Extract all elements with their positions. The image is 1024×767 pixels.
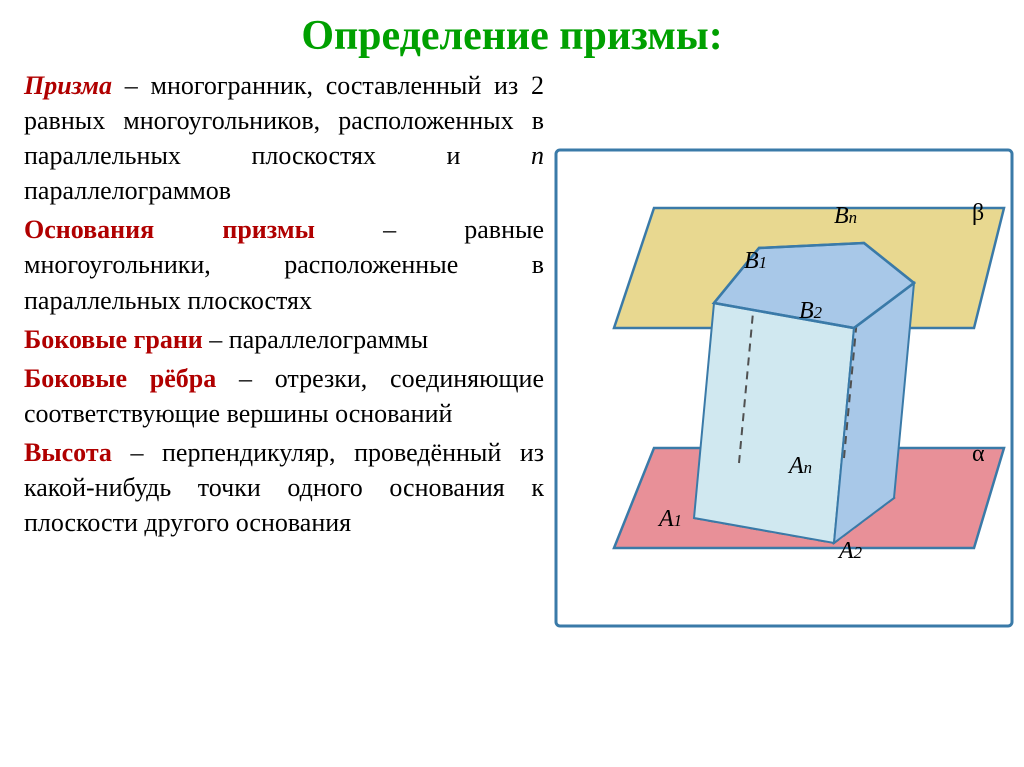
term-height: Высота: [24, 438, 112, 467]
prism-diagram: β α Bn B1 B2 An A1 A2: [554, 148, 1014, 628]
body-prism-2: параллелограммов: [24, 176, 231, 205]
label-A2: A2: [839, 538, 862, 565]
term-faces: Боковые грани: [24, 325, 203, 354]
label-B1: B1: [744, 248, 767, 275]
slide: Определение призмы: Призма – многогранни…: [0, 0, 1024, 767]
content-row: Призма – многогранник, составленный из 2…: [24, 68, 1000, 755]
prism-svg: [554, 148, 1014, 628]
term-edges: Боковые рёбра: [24, 364, 216, 393]
label-Bn: Bn: [834, 203, 857, 230]
label-beta: β: [972, 200, 984, 227]
definition-bases: Основания призмы – равные многоугольники…: [24, 212, 544, 317]
label-A1: A1: [659, 506, 682, 533]
label-B2: B2: [799, 298, 822, 325]
label-alpha: α: [972, 441, 985, 468]
definition-height: Высота – перпендикуляр, проведённый из к…: [24, 435, 544, 540]
definition-faces: Боковые грани – параллелограммы: [24, 322, 544, 357]
label-An: An: [789, 453, 812, 480]
definition-prism: Призма – многогранник, составленный из 2…: [24, 68, 544, 208]
term-bases: Основания призмы: [24, 215, 315, 244]
n-italic: п: [531, 141, 544, 170]
term-prism: Призма: [24, 71, 112, 100]
diagram-column: β α Bn B1 B2 An A1 A2: [544, 68, 1000, 755]
body-faces: – параллелограммы: [209, 325, 428, 354]
slide-title: Определение призмы:: [24, 12, 1000, 60]
definition-edges: Боковые рёбра – отрезки, соединяющие соо…: [24, 361, 544, 431]
definitions-column: Призма – многогранник, составленный из 2…: [24, 68, 544, 755]
